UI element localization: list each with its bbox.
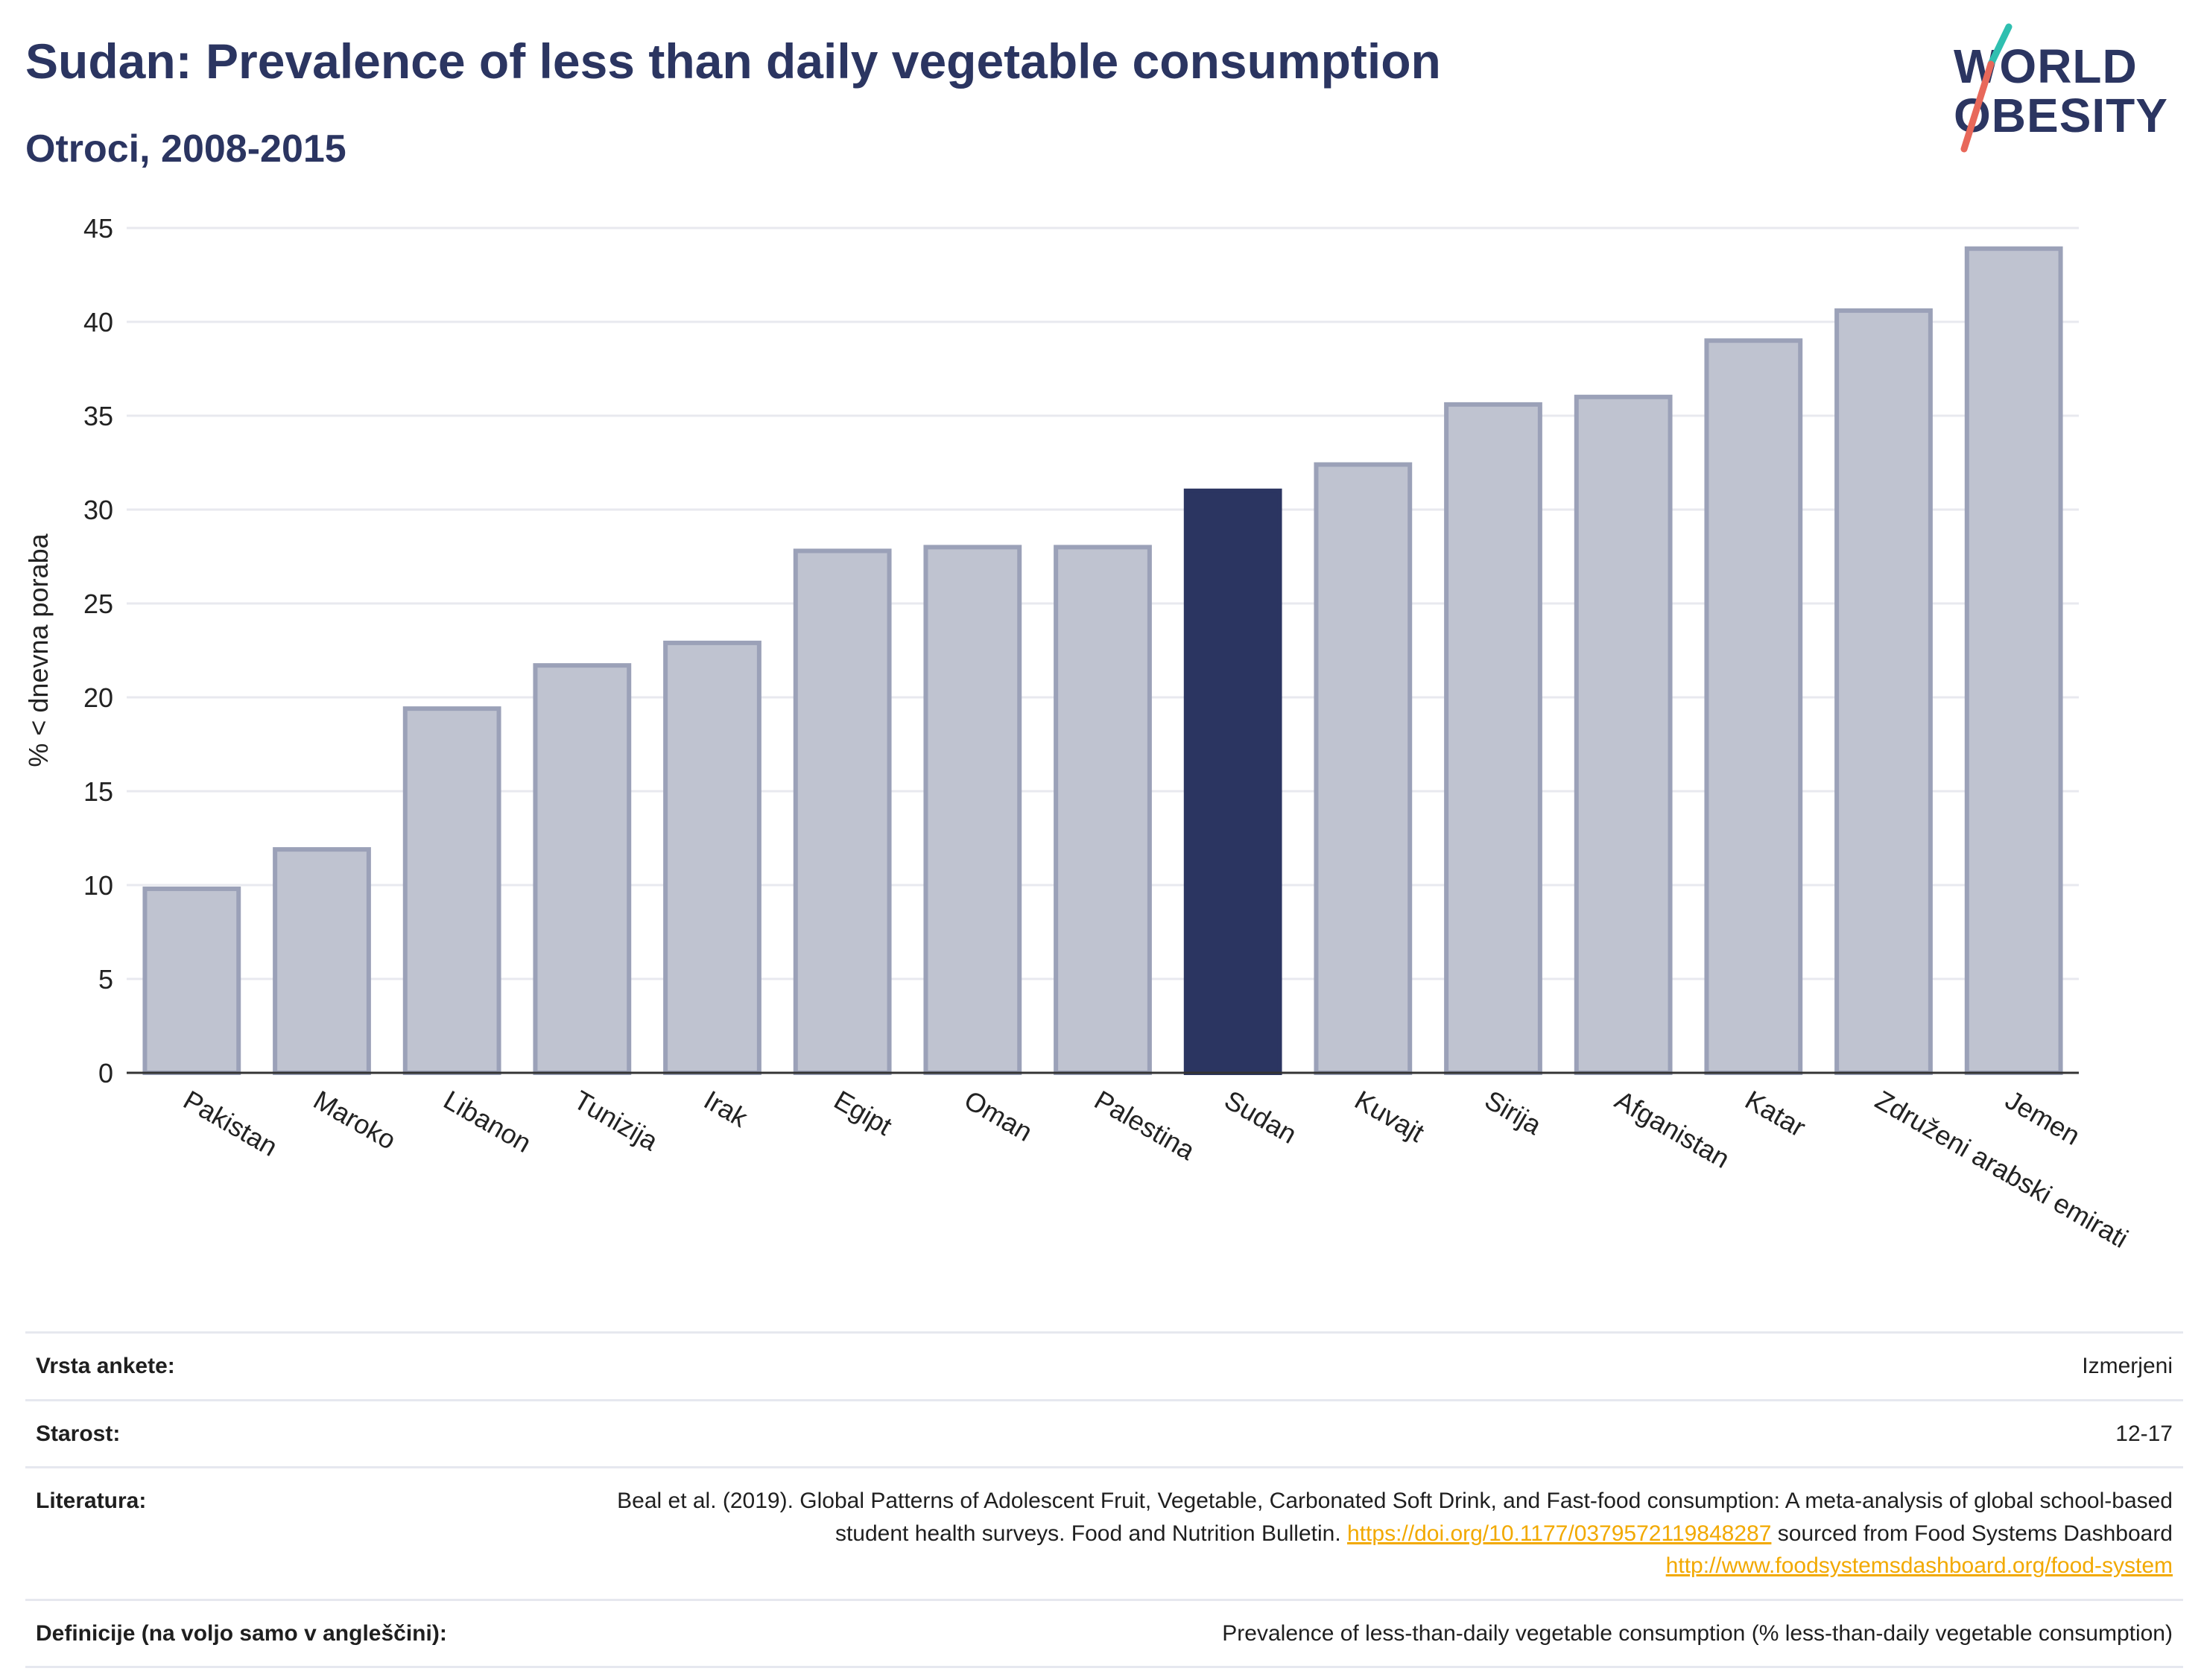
x-tick-label: Egipt — [829, 1084, 898, 1141]
y-axis-title: % < dnevna poraba — [23, 533, 54, 767]
x-tick-label: Oman — [959, 1084, 1037, 1147]
x-tick-label: Sirija — [1480, 1084, 1548, 1141]
x-tick-label: Kuvajt — [1349, 1084, 1429, 1148]
definitions-value: Prevalence of less-than-daily vegetable … — [568, 1598, 2183, 1668]
chart-subtitle: Otroci, 2008-2015 — [25, 127, 346, 171]
definitions-label: Definicije (na voljo samo v angleščini): — [25, 1598, 568, 1668]
y-tick-label: 15 — [83, 776, 113, 807]
y-tick-label: 35 — [83, 401, 113, 431]
logo-text-obesity: OBESITY — [1954, 89, 2168, 142]
bar-sudan — [1183, 488, 1282, 1075]
survey-type-label: Vrsta ankete: — [25, 1331, 568, 1401]
bar-libanon — [402, 706, 501, 1075]
logo-slash-icon — [1960, 23, 2013, 153]
bar-tunizija — [533, 663, 632, 1075]
x-tick-label: Jemen — [2001, 1084, 2086, 1151]
info-row-definitions: Definicije (na voljo samo v angleščini):… — [25, 1598, 2183, 1668]
bar-palestina — [1054, 545, 1152, 1075]
bar-irak — [663, 640, 761, 1075]
doi-link[interactable]: https://doi.org/10.1177/0379572119848287 — [1347, 1521, 1772, 1546]
references-source-text: sourced from Food Systems Dashboard — [1777, 1521, 2173, 1546]
y-tick-label: 45 — [83, 213, 113, 244]
x-axis-ticks: Pakistan Maroko Libanon Tunizija Irak Egipt Om… — [178, 1084, 2133, 1254]
y-tick-label: 5 — [98, 964, 113, 995]
bar-oman — [923, 545, 1022, 1075]
info-row-survey-type: Vrsta ankete: Izmerjeni — [25, 1331, 2183, 1401]
y-tick-label: 10 — [83, 870, 113, 901]
references-label: Literatura: — [25, 1466, 568, 1601]
x-tick-label: Irak — [699, 1084, 753, 1133]
y-tick-label: 30 — [83, 495, 113, 525]
bar-zdru-eni-arabski-emirati — [1834, 308, 1933, 1075]
survey-type-value: Izmerjeni — [568, 1331, 2183, 1401]
info-row-references: Literatura: Beal et al. (2019). Global P… — [25, 1466, 2183, 1601]
bar-kuvajt — [1314, 462, 1413, 1075]
age-label: Starost: — [25, 1398, 568, 1468]
bar-maroko — [273, 847, 371, 1075]
x-tick-label: Palestina — [1089, 1084, 1201, 1166]
age-value: 12-17 — [568, 1398, 2183, 1468]
x-tick-label: Libanon — [439, 1084, 536, 1158]
world-obesity-logo: WORLD OBESITY — [1945, 21, 2191, 162]
y-axis-ticks: 0 5 10 15 20 25 30 35 40 45 — [83, 213, 113, 1088]
info-table: Vrsta ankete: Izmerjeni Starost: 12-17 L… — [25, 1331, 2183, 1668]
x-tick-label: Pakistan — [178, 1084, 282, 1162]
bar-jemen — [1964, 246, 2063, 1076]
food-systems-dashboard-link[interactable]: http://www.foodsystemsdashboard.org/food… — [1665, 1553, 2173, 1578]
bar-sirija — [1444, 402, 1542, 1075]
x-tick-label: Afganistan — [1610, 1084, 1735, 1174]
bar-afganistan — [1574, 394, 1673, 1075]
bar-pakistan — [142, 887, 241, 1075]
y-tick-label: 40 — [83, 307, 113, 337]
bar-katar — [1704, 338, 1803, 1075]
y-tick-label: 0 — [98, 1058, 113, 1088]
x-tick-label: Tunizija — [569, 1084, 664, 1156]
x-tick-label: Sudan — [1220, 1084, 1302, 1150]
y-tick-label: 25 — [83, 589, 113, 619]
bars — [142, 246, 2063, 1076]
info-row-age: Starost: 12-17 — [25, 1398, 2183, 1468]
references-value: Beal et al. (2019). Global Patterns of A… — [568, 1466, 2183, 1601]
bar-chart: 0 5 10 15 20 25 30 35 40 45 Pakistan Maroko Libanon… — [23, 213, 2133, 1254]
chart-title: Sudan: Prevalence of less than daily veg… — [25, 34, 1441, 89]
x-tick-label: Katar — [1740, 1084, 1811, 1143]
y-tick-label: 20 — [83, 682, 113, 713]
references-text: Beal et al. (2019). Global Patterns of A… — [617, 1489, 2173, 1546]
bar-egipt — [793, 548, 892, 1075]
x-tick-label: Maroko — [308, 1084, 401, 1156]
